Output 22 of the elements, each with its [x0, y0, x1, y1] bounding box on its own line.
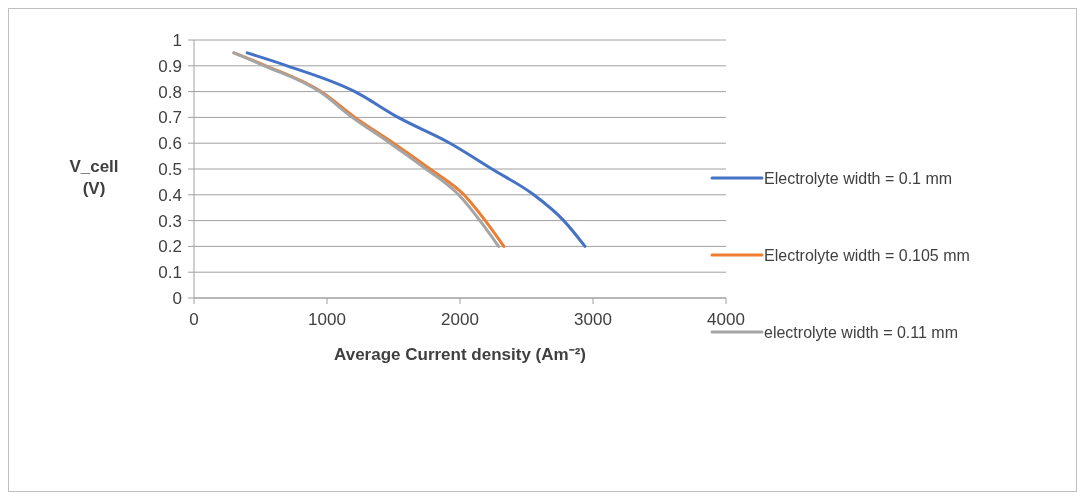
y-tick-label: 0.5	[158, 160, 182, 179]
y-tick-label: 0.8	[158, 82, 182, 102]
y-tick-label: 0.2	[158, 237, 182, 257]
y-tick-label: 0.3	[158, 211, 182, 231]
y-tick-label: 0.6	[158, 134, 182, 154]
legend-label: Electrolyte width = 0.105 mm	[764, 247, 970, 264]
x-tick-label: 0	[189, 310, 199, 329]
y-tick-label: 0	[172, 289, 182, 308]
y-tick-label: 0.1	[158, 263, 182, 283]
x-axis-title: Average Current density (Am⁻²)	[334, 345, 586, 364]
y-axis-title: V_cell (V)	[69, 157, 119, 198]
x-tick-label: 2000	[441, 310, 479, 329]
y-tick-label: 0.4	[158, 185, 182, 205]
legend-label: Electrolyte width = 0.1 mm	[764, 170, 953, 187]
y-tick-label: 1	[172, 31, 182, 50]
x-tick-label: 1000	[308, 310, 346, 329]
line-series	[245, 51, 587, 248]
x-tick-label: 4000	[707, 310, 745, 329]
y-tick-label: 0.7	[158, 108, 182, 128]
x-tick-label: 3000	[574, 310, 612, 329]
y-tick-label: 0.9	[158, 56, 182, 76]
legend-label: electrolyte width = 0.11 mm	[764, 324, 959, 341]
